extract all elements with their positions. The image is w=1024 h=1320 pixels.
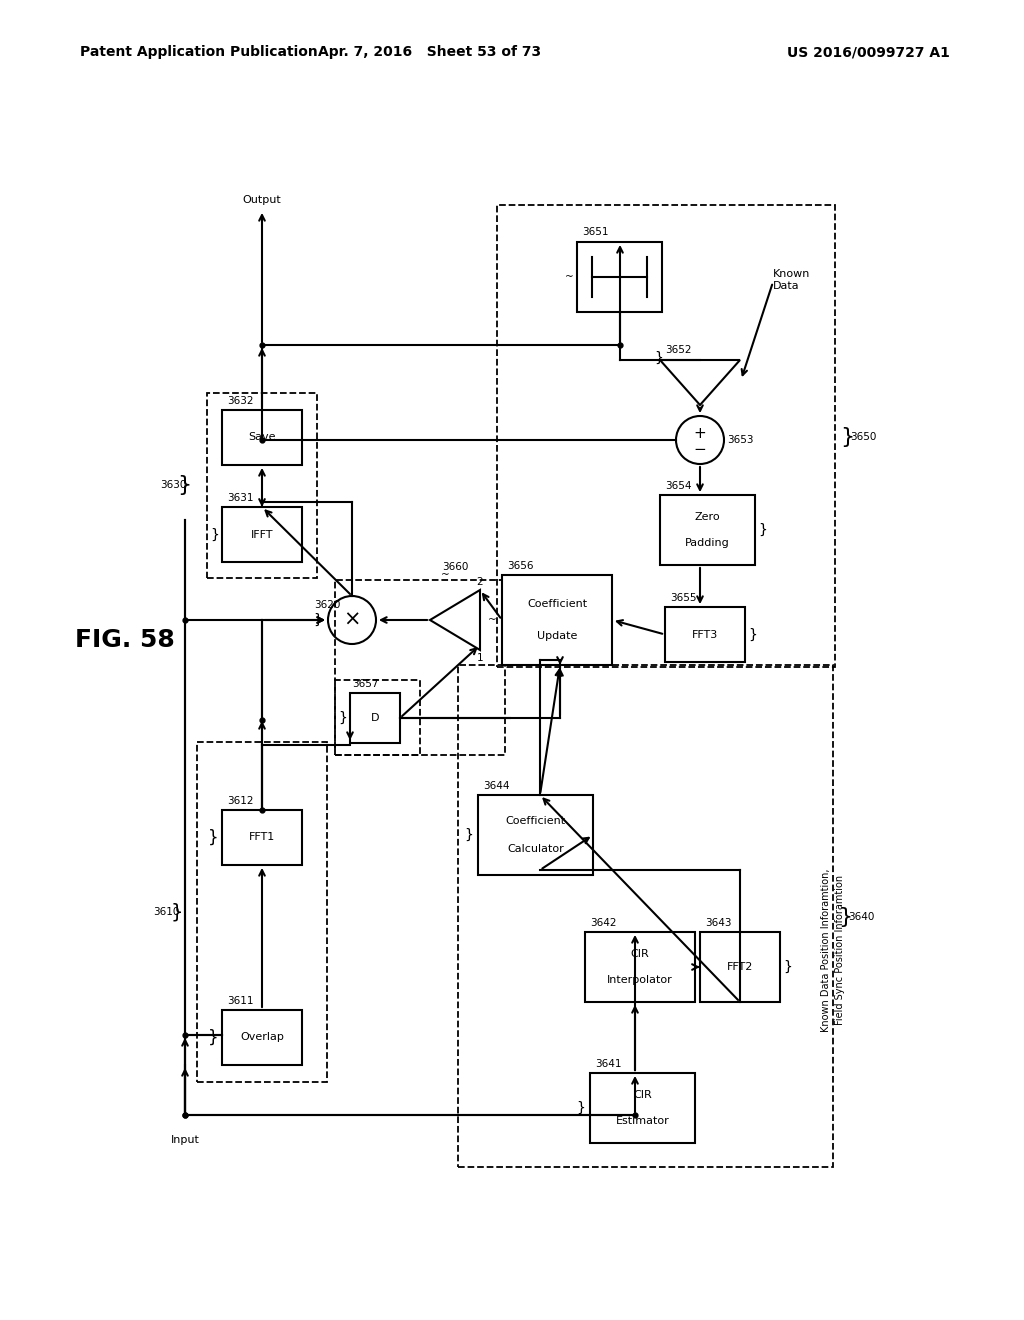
Text: Estimator: Estimator [615, 1115, 670, 1126]
Text: 2: 2 [477, 577, 483, 587]
Text: }: } [748, 627, 757, 642]
Text: }: } [338, 711, 347, 725]
Text: Coefficient: Coefficient [506, 816, 565, 825]
Text: Zero: Zero [694, 512, 720, 523]
Text: FFT1: FFT1 [249, 833, 275, 842]
Text: 3644: 3644 [483, 781, 510, 791]
Text: −: − [693, 441, 707, 457]
Text: 3632: 3632 [227, 396, 254, 407]
Text: }: } [171, 903, 183, 921]
Text: 3656: 3656 [507, 561, 534, 572]
Text: Patent Application Publication: Patent Application Publication [80, 45, 317, 59]
Text: }: } [838, 907, 852, 927]
Text: CIR: CIR [631, 949, 649, 960]
Text: Known Data Position Inforamtion,
Field Sync Position Inforamtion: Known Data Position Inforamtion, Field S… [821, 869, 845, 1032]
Text: Output: Output [243, 195, 282, 205]
Text: 3657: 3657 [352, 678, 379, 689]
Bar [502, 576, 612, 665]
Bar [665, 607, 745, 663]
Text: Update: Update [537, 631, 578, 642]
Text: IFFT: IFFT [251, 529, 273, 540]
Text: }: } [313, 612, 322, 627]
Text: Apr. 7, 2016   Sheet 53 of 73: Apr. 7, 2016 Sheet 53 of 73 [318, 45, 542, 59]
Bar [197, 742, 327, 1082]
Text: ~: ~ [488, 615, 497, 624]
Text: 1: 1 [477, 653, 483, 663]
Text: D: D [371, 713, 379, 723]
Text: Save: Save [248, 433, 275, 442]
Text: 3611: 3611 [227, 997, 254, 1006]
Text: Known
Data: Known Data [773, 269, 810, 290]
Bar [207, 393, 317, 578]
Text: }: } [654, 351, 663, 366]
Bar [478, 795, 593, 875]
Text: }: } [840, 426, 854, 447]
Text: ~: ~ [565, 272, 574, 282]
Text: }: } [783, 960, 792, 974]
Text: ~: ~ [440, 570, 450, 579]
Text: FFT3: FFT3 [692, 630, 718, 639]
Text: 3620: 3620 [314, 601, 340, 610]
Text: CIR: CIR [633, 1090, 652, 1101]
Text: US 2016/0099727 A1: US 2016/0099727 A1 [787, 45, 950, 59]
Bar [660, 495, 755, 565]
Text: 3612: 3612 [227, 796, 254, 807]
Text: 3651: 3651 [582, 227, 608, 238]
Text: }: } [208, 1028, 219, 1047]
Text: ×: × [343, 610, 360, 630]
Text: Padding: Padding [685, 537, 730, 548]
Text: 3653: 3653 [727, 436, 754, 445]
Text: 3642: 3642 [590, 917, 616, 928]
Bar [585, 932, 695, 1002]
Bar [700, 932, 780, 1002]
Bar [335, 680, 420, 755]
Text: 3650: 3650 [850, 432, 877, 442]
Text: }: } [758, 523, 767, 537]
Text: 3630: 3630 [160, 480, 186, 490]
Text: 3654: 3654 [665, 480, 691, 491]
Text: 3660: 3660 [441, 562, 468, 572]
Bar [458, 665, 833, 1167]
Text: FFT2: FFT2 [727, 962, 754, 972]
Text: 3610: 3610 [153, 907, 179, 917]
Bar [222, 1010, 302, 1065]
Text: 3652: 3652 [665, 345, 691, 355]
Bar [222, 411, 302, 465]
Text: Overlap: Overlap [240, 1032, 284, 1043]
Text: }: } [210, 528, 219, 541]
Text: }: } [577, 1101, 585, 1115]
Text: Input: Input [171, 1135, 200, 1144]
Text: Coefficient: Coefficient [527, 599, 587, 609]
Bar [222, 810, 302, 865]
Text: 3641: 3641 [595, 1059, 622, 1069]
Bar [577, 242, 662, 312]
Text: FIG. 58: FIG. 58 [75, 628, 175, 652]
Text: }: } [177, 475, 191, 495]
Bar [335, 579, 505, 755]
Text: Calculator: Calculator [507, 845, 564, 854]
Text: }: } [208, 829, 219, 846]
Text: 3655: 3655 [670, 593, 696, 603]
Bar [222, 507, 302, 562]
Text: }: } [464, 828, 473, 842]
Bar [497, 205, 835, 667]
Text: 3643: 3643 [705, 917, 731, 928]
Text: 3640: 3640 [848, 912, 874, 921]
Bar [350, 693, 400, 743]
Text: 3631: 3631 [227, 492, 254, 503]
Bar [590, 1073, 695, 1143]
Text: Interpolator: Interpolator [607, 974, 673, 985]
Text: +: + [693, 425, 707, 441]
